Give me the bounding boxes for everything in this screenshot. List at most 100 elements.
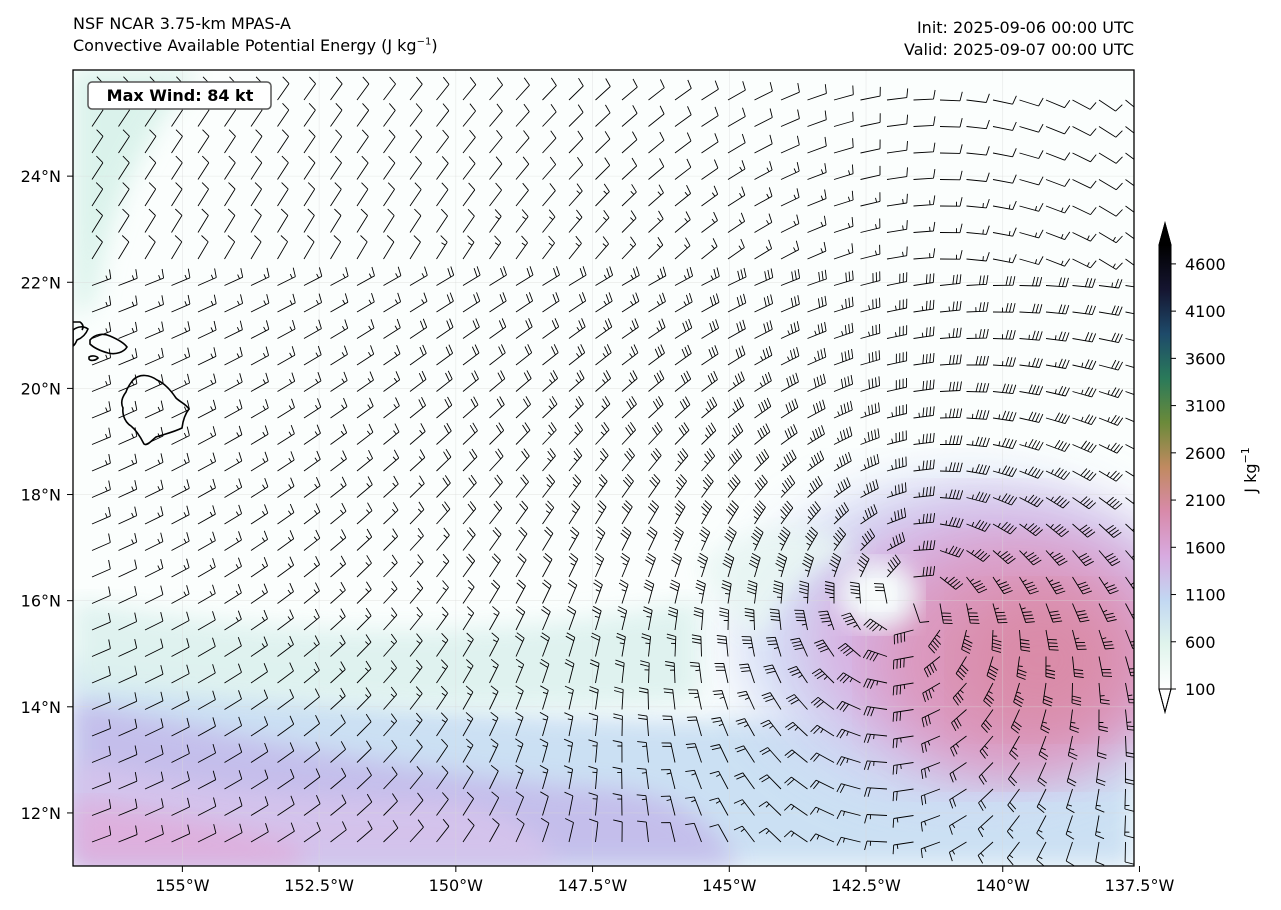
wind-barb [224, 478, 243, 498]
wind-barb [383, 528, 398, 551]
wind-barb [330, 634, 346, 657]
wind-barb [1072, 277, 1096, 288]
wind-barb [595, 421, 610, 445]
wind-barb [436, 580, 449, 604]
wind-barb [1065, 841, 1075, 866]
wind-barb [746, 580, 758, 604]
wind-barb [489, 764, 499, 790]
wind-barb [436, 370, 453, 392]
wind-barb [674, 266, 694, 286]
wind-barb [330, 687, 346, 710]
wind-barb [949, 788, 967, 809]
wind-barb [383, 633, 398, 657]
wind-barb [462, 422, 478, 445]
wind-barb [992, 603, 1008, 624]
wind-barb [780, 346, 800, 366]
wind-barb [637, 820, 649, 843]
wind-barb [733, 799, 755, 816]
wind-barb [303, 529, 321, 551]
wind-barb [648, 210, 664, 233]
wind-barb [836, 756, 861, 766]
wind-barb [892, 762, 914, 775]
wind-barb [118, 321, 138, 339]
wind-barb [921, 735, 941, 753]
wind-barb [701, 474, 714, 498]
wind-barb [383, 713, 398, 737]
wind-barb [542, 183, 556, 207]
title-left: NSF NCAR 3.75-km MPAS-A Convective Avail… [73, 13, 438, 57]
wind-barb [913, 406, 935, 419]
wind-barb [1098, 205, 1123, 217]
wind-barb [860, 244, 881, 260]
wind-barb [701, 293, 720, 313]
wind-barb [992, 521, 1017, 535]
wind-barb [674, 106, 692, 127]
wind-barb [814, 639, 835, 657]
wind-barb [809, 833, 835, 843]
wind-barb [330, 345, 348, 366]
wind-barb [794, 609, 808, 631]
wind-barb [836, 836, 861, 846]
wind-barb [383, 235, 395, 260]
wind-barb [966, 275, 989, 286]
wind-barb [564, 658, 575, 684]
wind-barb [1019, 384, 1044, 396]
wind-barb [595, 266, 614, 286]
wind-barb [697, 552, 709, 578]
wind-barb [383, 502, 399, 525]
wind-barb [737, 690, 755, 710]
wind-barb [701, 448, 716, 472]
wind-barb [981, 709, 994, 733]
wind-barb [939, 408, 963, 419]
wind-barb [462, 606, 475, 631]
wind-barb [863, 706, 888, 717]
wind-barb [383, 345, 401, 366]
wind-barb [666, 633, 677, 657]
wind-barb [542, 526, 554, 551]
wind-barb [886, 482, 907, 498]
wind-barb [857, 552, 870, 578]
wind-barb [785, 694, 808, 710]
wind-barb [383, 76, 396, 101]
wind-barb [1016, 656, 1027, 680]
wind-barb [966, 382, 990, 393]
wind-barb [303, 208, 315, 233]
wind-barb [1124, 815, 1134, 839]
wind-barb [688, 689, 702, 710]
wind-barb [886, 193, 908, 207]
wind-barb [489, 818, 500, 843]
colorbar-extend-top [1158, 221, 1172, 246]
wind-barb [1125, 576, 1134, 591]
wind-barb [860, 86, 881, 101]
wind-barb [542, 104, 557, 127]
wind-barb [250, 557, 269, 578]
wind-barb [595, 104, 611, 127]
wind-barb [383, 182, 395, 207]
wind-barb [542, 344, 559, 366]
wind-barb [648, 396, 664, 419]
wind-barb [754, 82, 773, 101]
lon-tick-label: 145°W [702, 876, 757, 895]
wind-barb [144, 506, 164, 525]
wind-barb [436, 659, 449, 684]
wind-barb [1098, 629, 1115, 650]
wind-barb [197, 268, 217, 286]
wind-barb [1125, 709, 1134, 731]
max-wind-annotation: Max Wind: 84 kt [87, 81, 272, 110]
wind-barb [197, 235, 209, 260]
wind-barb [949, 762, 967, 783]
wind-barb [515, 579, 526, 604]
wind-barb [568, 500, 581, 525]
wind-barb [250, 663, 268, 684]
wind-barb [1125, 99, 1134, 108]
wind-barb [1098, 332, 1123, 344]
wind-barb [542, 292, 560, 313]
wind-barb [780, 449, 797, 472]
wind-barb [648, 79, 665, 101]
wind-barb [515, 396, 531, 419]
wind-barb [886, 246, 908, 260]
wind-barb [171, 479, 190, 498]
wind-barb [356, 182, 369, 207]
wind-barb [118, 692, 138, 710]
title-right: Init: 2025-09-06 00:00 UTC Valid: 2025-0… [904, 17, 1134, 61]
